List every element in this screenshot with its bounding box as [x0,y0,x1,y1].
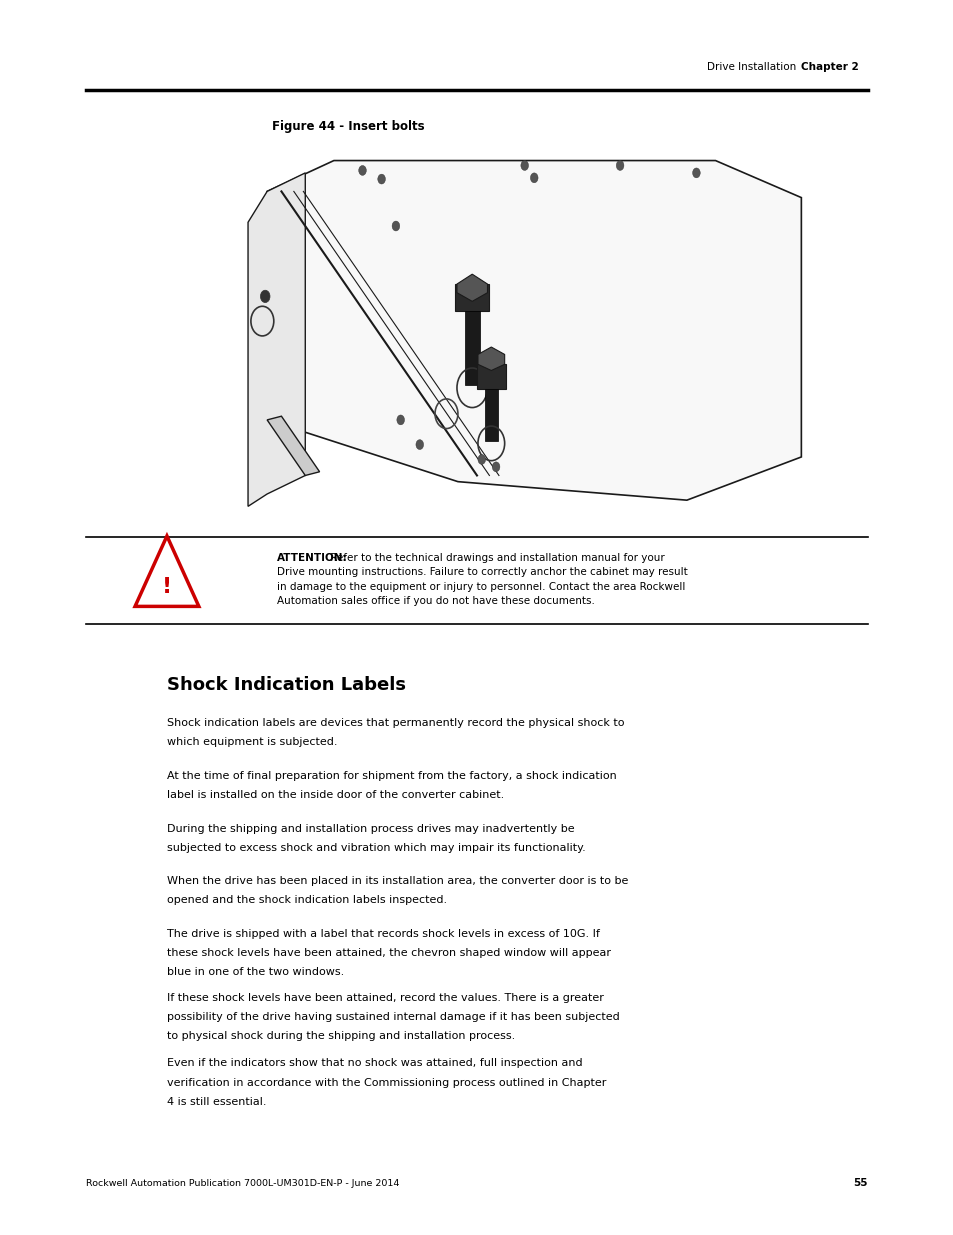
Text: At the time of final preparation for shipment from the factory, a shock indicati: At the time of final preparation for shi… [167,771,616,781]
Circle shape [396,415,404,425]
Circle shape [492,462,499,472]
Text: blue in one of the two windows.: blue in one of the two windows. [167,967,344,977]
Text: !: ! [162,577,172,597]
Text: verification in accordance with the Commissioning process outlined in Chapter: verification in accordance with the Comm… [167,1077,606,1088]
Text: 55: 55 [853,1178,867,1188]
Polygon shape [267,416,319,475]
Text: Refer to the technical drawings and installation manual for your: Refer to the technical drawings and inst… [327,553,664,563]
Text: Rockwell Automation Publication 7000L-UM301D-EN-P - June 2014: Rockwell Automation Publication 7000L-UM… [86,1179,398,1188]
Circle shape [477,454,485,464]
Circle shape [416,440,423,450]
Text: possibility of the drive having sustained internal damage if it has been subject: possibility of the drive having sustaine… [167,1013,619,1023]
Text: Shock indication labels are devices that permanently record the physical shock t: Shock indication labels are devices that… [167,718,624,727]
Text: 4 is still essential.: 4 is still essential. [167,1097,266,1107]
Circle shape [616,161,623,170]
Bar [476,364,505,389]
Polygon shape [248,173,305,506]
Text: label is installed on the inside door of the converter cabinet.: label is installed on the inside door of… [167,790,504,800]
Circle shape [377,174,385,184]
Text: If these shock levels have been attained, record the values. There is a greater: If these shock levels have been attained… [167,993,603,1003]
Text: Even if the indicators show that no shock was attained, full inspection and: Even if the indicators show that no shoc… [167,1058,582,1068]
Bar [464,311,479,385]
Circle shape [392,221,399,231]
Text: Figure 44 - Insert bolts: Figure 44 - Insert bolts [272,120,424,133]
Text: When the drive has been placed in its installation area, the converter door is t: When the drive has been placed in its in… [167,876,628,885]
Text: in damage to the equipment or injury to personnel. Contact the area Rockwell: in damage to the equipment or injury to … [276,582,684,592]
Text: The drive is shipped with a label that records shock levels in excess of 10G. If: The drive is shipped with a label that r… [167,929,599,939]
Text: which equipment is subjected.: which equipment is subjected. [167,736,337,747]
Polygon shape [456,274,487,301]
Text: ATTENTION:: ATTENTION: [276,553,347,563]
Polygon shape [135,536,198,606]
Polygon shape [267,161,801,500]
Text: Shock Indication Labels: Shock Indication Labels [167,676,406,694]
Text: subjected to excess shock and vibration which may impair its functionality.: subjected to excess shock and vibration … [167,842,585,853]
Polygon shape [477,347,504,370]
Text: Drive mounting instructions. Failure to correctly anchor the cabinet may result: Drive mounting instructions. Failure to … [276,567,687,578]
Text: opened and the shock indication labels inspected.: opened and the shock indication labels i… [167,894,447,905]
Text: these shock levels have been attained, the chevron shaped window will appear: these shock levels have been attained, t… [167,948,610,958]
Circle shape [692,168,700,178]
Text: Automation sales office if you do not have these documents.: Automation sales office if you do not ha… [276,595,594,606]
Text: Drive Installation: Drive Installation [706,62,796,72]
Text: During the shipping and installation process drives may inadvertently be: During the shipping and installation pro… [167,824,574,834]
Circle shape [530,173,537,183]
Circle shape [520,161,528,170]
Circle shape [358,165,366,175]
Bar [484,389,497,441]
Circle shape [260,290,270,303]
Text: to physical shock during the shipping and installation process.: to physical shock during the shipping an… [167,1031,515,1041]
Text: Chapter 2: Chapter 2 [801,62,859,72]
FancyBboxPatch shape [455,284,489,311]
